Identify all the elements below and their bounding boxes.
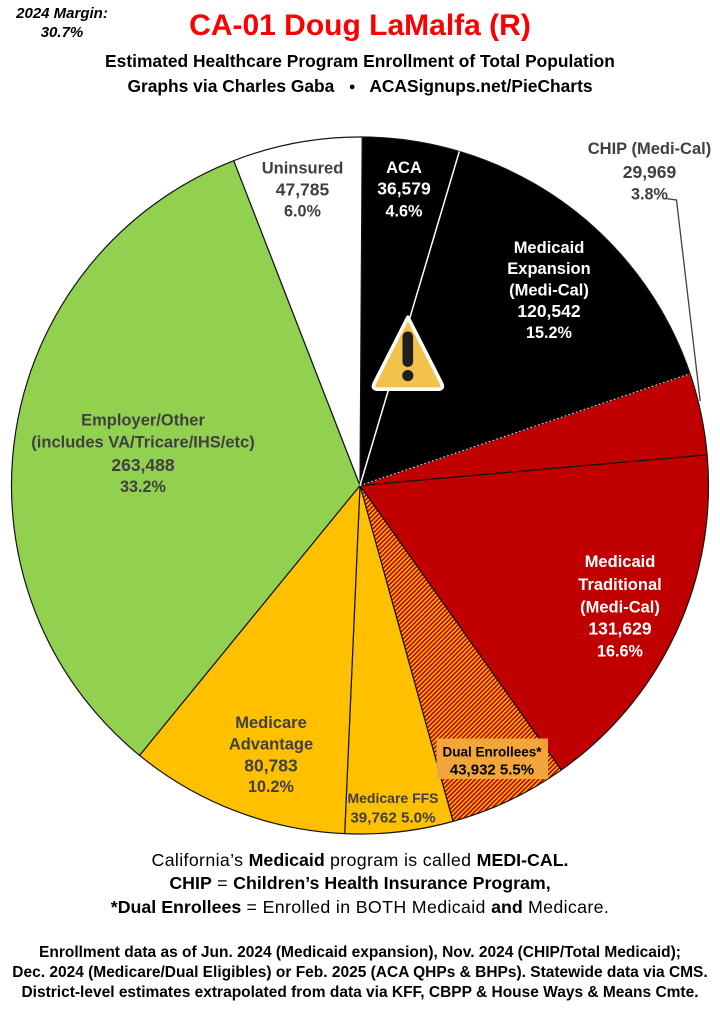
svg-text:3.8%: 3.8% (631, 186, 668, 204)
svg-text:10.2%: 10.2% (248, 778, 294, 796)
svg-text:263,488: 263,488 (111, 455, 175, 475)
svg-text:120,542: 120,542 (517, 301, 581, 321)
svg-text:(Medi-Cal): (Medi-Cal) (580, 598, 660, 616)
svg-text:36,579: 36,579 (377, 179, 431, 199)
svg-text:15.2%: 15.2% (526, 324, 572, 342)
svg-text:33.2%: 33.2% (120, 478, 166, 496)
svg-text:39,762 5.0%: 39,762 5.0% (350, 810, 436, 827)
svg-text:Medicaid: Medicaid (585, 553, 656, 571)
svg-text:29,969: 29,969 (623, 162, 677, 182)
svg-text:80,783: 80,783 (244, 755, 298, 775)
svg-text:Expansion: Expansion (507, 260, 590, 278)
svg-text:43,932 5.5%: 43,932 5.5% (450, 762, 534, 779)
svg-text:6.0%: 6.0% (284, 203, 321, 221)
svg-text:CHIP (Medi-Cal): CHIP (Medi-Cal) (588, 140, 711, 158)
svg-text:Traditional: Traditional (578, 576, 661, 594)
svg-text:(includes VA/Tricare/IHS/etc): (includes VA/Tricare/IHS/etc) (31, 434, 254, 452)
svg-text:131,629: 131,629 (588, 619, 652, 639)
svg-text:(Medi-Cal): (Medi-Cal) (509, 281, 589, 299)
svg-text:Advantage: Advantage (229, 735, 313, 753)
svg-text:Medicaid: Medicaid (514, 239, 585, 257)
svg-text:4.6%: 4.6% (386, 202, 423, 220)
svg-text:Employer/Other: Employer/Other (81, 411, 205, 429)
svg-text:47,785: 47,785 (276, 180, 330, 200)
svg-text:Medicare: Medicare (235, 714, 307, 732)
svg-text:Uninsured: Uninsured (262, 160, 344, 178)
svg-text:ACA: ACA (386, 159, 422, 177)
svg-text:Dual Enrollees*: Dual Enrollees* (442, 744, 542, 759)
svg-text:Medicare FFS: Medicare FFS (347, 790, 438, 806)
svg-text:16.6%: 16.6% (597, 643, 643, 661)
